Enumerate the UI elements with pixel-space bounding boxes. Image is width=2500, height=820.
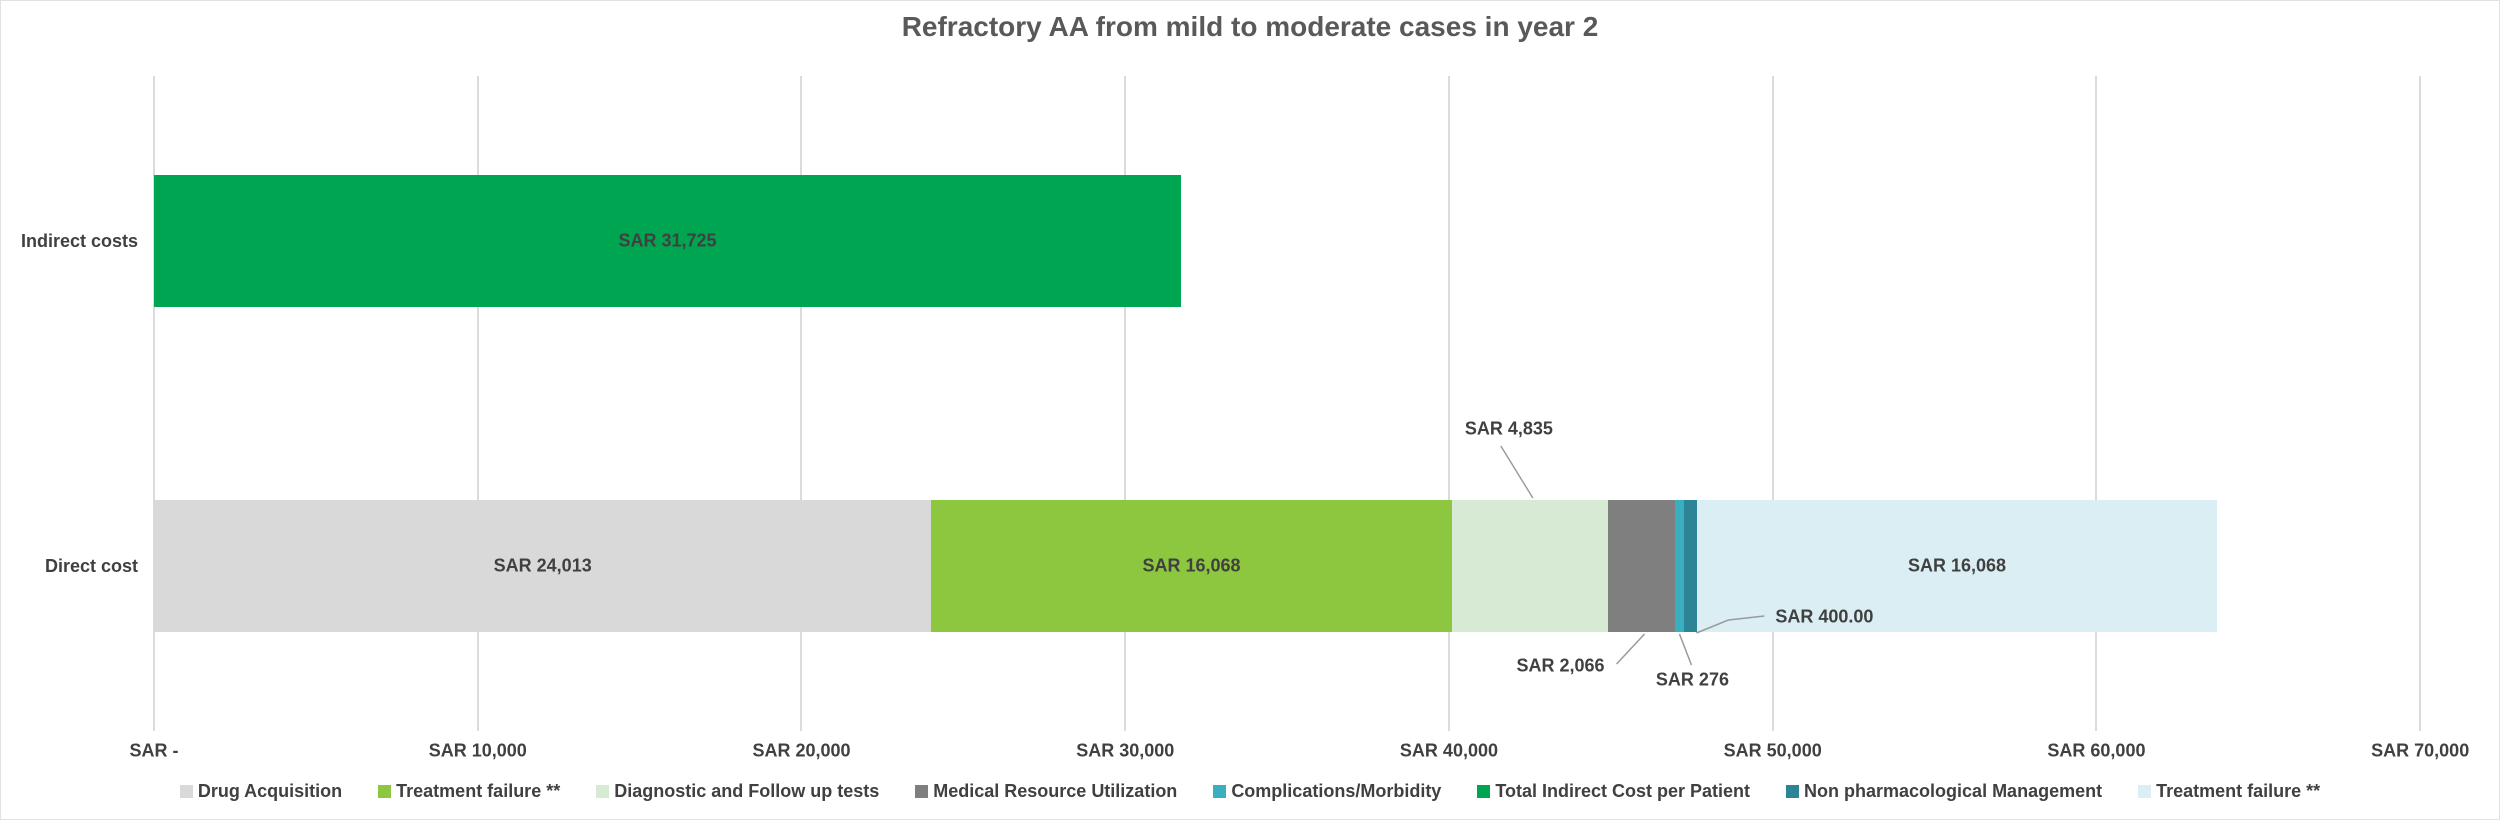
x-axis-tick-label: SAR 40,000 xyxy=(1399,740,1498,761)
segment-complications-morbidity xyxy=(1674,500,1684,632)
legend-color-swatch xyxy=(596,784,610,798)
segment-diagnostic-and-follow-up-tests xyxy=(1451,500,1609,632)
legend-item-label: Diagnostic and Follow up tests xyxy=(614,780,880,801)
legend-item-non-pharmacological-management-6: Non pharmacological Management xyxy=(1786,781,2102,802)
x-axis-tick-label: SAR 60,000 xyxy=(2047,740,2146,761)
segment-value-label-treatment-failure: SAR 16,068 xyxy=(1142,555,1241,576)
x-axis-tick-label: SAR 50,000 xyxy=(1723,740,1822,761)
gridline xyxy=(800,76,803,731)
segment-non-pharmacological-management xyxy=(1683,500,1697,632)
legend-item-total-indirect-cost-per-patient-5: Total Indirect Cost per Patient xyxy=(1477,781,1750,802)
category-label-indirect-costs: Indirect costs xyxy=(20,231,138,251)
x-axis-tick-label: SAR 10,000 xyxy=(428,740,527,761)
gridline xyxy=(153,76,155,731)
gridline xyxy=(1124,76,1127,731)
callout-label-complications-morbidity: SAR 276 xyxy=(1655,669,1729,690)
gridline xyxy=(1447,76,1450,731)
segment-treatment-failure xyxy=(1696,500,2218,632)
legend-item-label: Treatment failure ** xyxy=(2156,780,2321,801)
segment-drug-acquisition xyxy=(154,500,932,632)
gridline xyxy=(1771,76,1774,731)
legend-item-label: Non pharmacological Management xyxy=(1804,780,2103,801)
gridline xyxy=(2095,76,2098,731)
category-label-direct-cost: Direct cost xyxy=(44,556,138,576)
segment-value-label-treatment-failure: SAR 16,068 xyxy=(1907,555,2006,576)
legend-item-diagnostic-and-follow-up-tests-2: Diagnostic and Follow up tests xyxy=(596,781,879,802)
x-axis-tick-label: SAR - xyxy=(129,740,179,761)
legend-item-complications-morbidity-4: Complications/Morbidity xyxy=(1213,781,1441,802)
legend-item-label: Total Indirect Cost per Patient xyxy=(1495,780,1751,801)
segment-value-label-total-indirect-cost-per-patient: SAR 31,725 xyxy=(618,230,717,251)
segment-value-label-drug-acquisition: SAR 24,013 xyxy=(493,555,592,576)
legend-item-drug-acquisition-0: Drug Acquisition xyxy=(179,780,343,802)
x-axis-tick-label: SAR 30,000 xyxy=(1076,740,1175,761)
legend-item-treatment-failure-1: Treatment failure ** xyxy=(378,781,560,802)
legend-item-label: Medical Resource Utilization xyxy=(933,780,1178,801)
segment-treatment-failure xyxy=(931,500,1452,632)
legend-item-label: Complications/Morbidity xyxy=(1231,780,1442,801)
legend: Drug Acquisition Treatment failure ** Diag… xyxy=(1,779,2499,803)
legend-item-label: Drug Acquisition xyxy=(197,780,343,801)
callout-label-diagnostic-and-follow-up-tests: SAR 4,835 xyxy=(1464,418,1553,439)
gridline xyxy=(476,76,479,731)
gridline xyxy=(2419,76,2422,731)
legend-item-label: Treatment failure ** xyxy=(396,780,561,801)
legend-color-swatch xyxy=(1786,784,1800,798)
legend-color-swatch xyxy=(378,784,392,798)
legend-color-swatch xyxy=(1477,784,1491,798)
legend-color-swatch xyxy=(915,784,929,798)
legend-color-swatch xyxy=(179,784,193,798)
legend-item-medical-resource-utilization-3: Medical Resource Utilization xyxy=(915,781,1177,802)
segment-total-indirect-cost-per-patient xyxy=(154,175,1182,307)
legend-color-swatch xyxy=(1213,784,1227,798)
x-axis-tick-label: SAR 70,000 xyxy=(2371,740,2470,761)
x-axis-tick-label: SAR 20,000 xyxy=(752,740,851,761)
legend-color-swatch xyxy=(2138,784,2152,798)
segment-medical-resource-utilization xyxy=(1608,500,1675,632)
callout-label-non-pharmacological-management: SAR 400.00 xyxy=(1775,606,1874,627)
legend-item-treatment-failure-7: Treatment failure ** xyxy=(2138,781,2320,802)
callout-label-medical-resource-utilization: SAR 2,066 xyxy=(1516,655,1605,676)
chart-title: Refractory AA from mild to moderate case… xyxy=(901,11,1599,42)
